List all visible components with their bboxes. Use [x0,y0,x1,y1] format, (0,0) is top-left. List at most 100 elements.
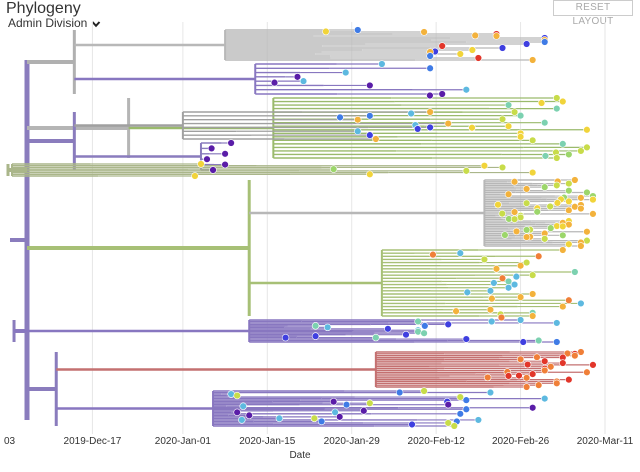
tip-node [323,323,332,332]
tip-node [534,336,543,345]
tip-node [553,319,561,327]
tip-node [486,388,495,397]
tip-node [191,172,199,180]
tip-node [480,162,489,170]
reset-layout-button[interactable]: RESET LAYOUT [553,0,633,27]
tip-node [238,416,246,424]
tip-node [553,94,561,102]
tip-node [571,351,579,360]
tip-node [414,328,422,336]
tip-node [583,126,591,134]
tip-node [589,195,597,204]
tip-node [577,147,585,155]
tip-node [462,396,471,404]
tip-node [559,246,567,254]
tip-node [342,400,351,409]
tip-node [515,371,523,380]
tip-node [577,242,585,250]
tip-node [354,116,362,124]
tip-node [366,112,374,120]
tip-node [462,86,471,94]
x-tick-label: 03 [4,436,16,447]
tip-node [462,167,471,175]
tip-node [504,122,513,130]
tip-node [438,90,446,98]
x-axis: 03 2019-Dec-17 2020-Jan-01 2020-Jan-15 2020-… [4,436,634,461]
tip-node [233,391,241,400]
tip-node [384,325,392,333]
tip-node [528,56,537,64]
tip-node [565,375,573,384]
tip-node [498,163,507,172]
tip-node [463,288,472,297]
panel-header: Phylogeny Admin Division RESET LAYOUT [0,0,640,36]
tip-node [462,335,471,343]
tip-node [486,306,495,314]
tip-node [540,183,549,191]
tip-node [360,407,368,415]
tip-node [275,414,284,423]
tip-node [408,420,416,429]
tip-node [540,119,549,127]
tip-node [510,178,519,186]
x-tick-label: 2020-Jan-15 [239,436,296,447]
tip-node [565,296,573,304]
tip-node [504,190,513,198]
tip-node [540,38,549,46]
tip-node [378,60,386,68]
tip-node [512,227,521,236]
tip-node [540,394,549,403]
tip-node [480,255,489,264]
tip-node [494,200,502,209]
tip-node [293,73,302,81]
tip-node [372,135,380,143]
tip-node [583,368,591,376]
tip-node [565,187,573,195]
tip-node [516,111,525,120]
tip-node [420,28,428,36]
tip-node [395,388,404,397]
tip-node [523,360,532,369]
tree-tips [191,26,597,430]
tip-node [281,333,290,342]
tip-node [311,322,320,330]
color-by-dropdown[interactable]: Admin Division [8,16,101,30]
tip-node [528,312,537,320]
tip-node [322,27,330,36]
tip-node [565,206,573,215]
tip-node [488,294,496,303]
tip-node [504,284,513,292]
tip-node [233,408,241,417]
tip-node [589,210,597,218]
tip-node [559,222,567,231]
tip-node [456,393,464,401]
tree-branches [6,29,593,427]
tip-node [414,317,422,326]
tip-node [341,68,350,77]
tip-node [209,166,217,174]
tip-node [335,413,344,421]
tip-node [207,144,216,153]
tip-node [516,316,525,324]
tip-node [501,231,509,239]
tip-node [197,160,205,168]
tip-node [559,302,567,311]
tip-node [533,208,541,216]
tip-node [547,224,555,232]
tip-node [456,50,464,58]
tip-node [571,176,579,184]
tip-node [522,233,531,241]
tip-node [227,139,235,147]
tip-node [516,293,525,301]
tip-node [498,44,507,52]
tip-node [553,338,561,346]
tip-node [483,373,492,382]
tip-node [462,405,471,413]
tip-node [577,194,585,202]
tip-node [426,52,434,60]
tip-node [537,99,546,107]
tip-node [444,119,452,128]
tip-node [553,379,561,388]
tip-node [239,402,247,410]
tip-node [516,355,525,364]
